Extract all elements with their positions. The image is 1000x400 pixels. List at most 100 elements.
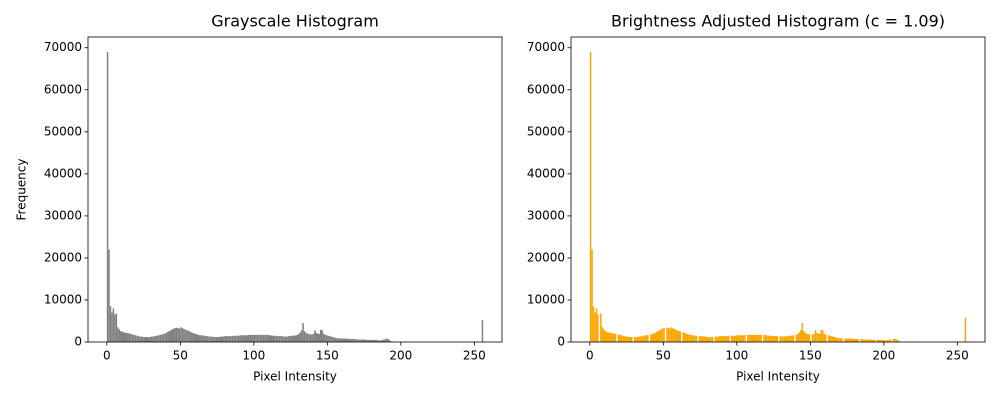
histogram-bar [314, 330, 316, 342]
histogram-bar [137, 336, 140, 342]
histogram-bar [262, 334, 265, 342]
histogram-bar [328, 336, 331, 342]
histogram-bar [343, 338, 345, 342]
y-tick-label: 40000 [527, 166, 565, 180]
histogram-bar [876, 339, 878, 342]
histogram-bar [804, 332, 806, 342]
histogram-bar [823, 333, 826, 342]
histogram-bar [312, 334, 315, 342]
histogram-bar [654, 332, 656, 342]
histogram-bar [225, 336, 228, 342]
histogram-bar [848, 338, 851, 342]
histogram-bar [604, 331, 606, 342]
x-tick-label: 100 [242, 349, 265, 363]
histogram-bar [175, 327, 178, 342]
histogram-bar [208, 336, 210, 342]
histogram-bar [676, 330, 679, 342]
histogram-bar [264, 334, 266, 342]
histogram-bar [283, 336, 285, 342]
histogram-bar [290, 335, 293, 342]
histogram-bar [822, 330, 824, 342]
histogram-bar [704, 336, 706, 342]
histogram-bar [623, 336, 626, 342]
histogram-bar [863, 339, 865, 342]
histogram-bar [873, 339, 876, 342]
histogram-bar [350, 339, 353, 342]
histogram-bar [795, 334, 798, 342]
histogram-bar [672, 328, 674, 342]
histogram-bar [277, 336, 279, 342]
histogram-bar [272, 335, 275, 342]
histogram-bar [769, 335, 771, 342]
histogram-bar [807, 334, 809, 342]
histogram-bar [625, 336, 627, 342]
histogram-bar [321, 330, 323, 342]
histogram-bar [883, 340, 886, 342]
histogram-bar [165, 332, 168, 342]
histogram-bar [177, 328, 179, 342]
histogram-bar [744, 334, 746, 342]
histogram-bar [750, 334, 752, 342]
histogram-bar [689, 334, 692, 342]
x-tick-label: 250 [946, 349, 969, 363]
y-tick-label: 70000 [527, 40, 565, 54]
histogram-bar [203, 335, 206, 342]
histogram-bar [786, 336, 789, 342]
histogram-bar [867, 339, 870, 342]
histogram-bar [243, 335, 246, 342]
histogram-bar [708, 336, 711, 342]
histogram-bar [833, 336, 836, 342]
histogram-bar [149, 336, 151, 342]
histogram-bar [142, 336, 144, 342]
histogram-bar [155, 335, 157, 342]
histogram-bar [215, 336, 218, 342]
histogram-bar [255, 334, 257, 342]
histogram-bar [111, 312, 113, 342]
histogram-bar [658, 330, 661, 342]
y-tick-label: 30000 [527, 208, 565, 222]
histogram-bar [898, 341, 901, 342]
histogram-bar [719, 336, 721, 342]
histogram-bar [852, 339, 855, 342]
histogram-bar [352, 339, 354, 342]
histogram-bar [882, 339, 884, 342]
histogram-bar [205, 336, 207, 342]
histogram-bar [644, 335, 646, 342]
histogram-bar [209, 336, 212, 342]
histogram-bar [591, 249, 593, 342]
histogram-bar [372, 339, 375, 342]
histogram-bar [289, 336, 291, 342]
histogram-bar [377, 340, 379, 342]
histogram-bar [211, 336, 213, 342]
histogram-bar [249, 334, 251, 342]
histogram-bar [686, 334, 689, 342]
histogram-bar [295, 335, 297, 342]
histogram-bar [127, 333, 129, 342]
y-axis-label: Frequency [15, 159, 29, 221]
histogram-bar [614, 334, 617, 342]
histogram-bar [847, 338, 849, 342]
histogram-bar [367, 339, 369, 342]
histogram-bar [816, 332, 818, 342]
histogram-bar [620, 335, 623, 342]
y-tick-label: 40000 [44, 166, 82, 180]
histogram-bar [150, 336, 153, 342]
histogram-bar [832, 336, 834, 342]
histogram-bar [872, 339, 874, 342]
histogram-bar [112, 308, 115, 342]
histogram-bar [221, 336, 223, 342]
histogram-bar [218, 336, 221, 342]
histogram-bar [877, 339, 880, 342]
histogram-bar [358, 339, 360, 342]
histogram-bar [626, 336, 629, 342]
histogram-bar [728, 335, 730, 342]
histogram-bar [145, 336, 147, 342]
histogram-bar [361, 339, 363, 342]
histogram-bar [780, 336, 783, 342]
histogram-bar [275, 336, 278, 342]
histogram-bar [131, 334, 134, 342]
histogram-bar [362, 339, 365, 342]
histogram-bar [783, 336, 786, 342]
histogram-bar [829, 335, 831, 342]
histogram-bar [610, 332, 612, 342]
